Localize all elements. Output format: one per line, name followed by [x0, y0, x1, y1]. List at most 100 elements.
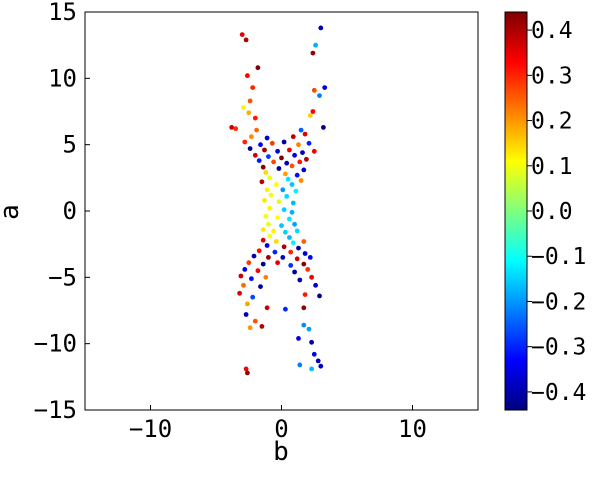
- data-point: [260, 237, 266, 243]
- data-point: [276, 166, 282, 171]
- data-point: [242, 139, 248, 145]
- colorbar-tick-label: −0.2: [531, 289, 586, 315]
- colorbar-ticks: 0.4 0.3 0.2 0.1 0.0 −0.1 −0.2 −0.3 −0.4: [527, 18, 586, 406]
- y-axis-ticks: −15 −10 −5 0 5 10 15: [34, 0, 90, 424]
- data-point: [307, 113, 313, 118]
- y-tick-label: −10: [34, 330, 77, 358]
- data-point: [315, 358, 321, 364]
- data-point: [262, 147, 267, 153]
- colorbar-tick-label: 0.3: [531, 63, 573, 89]
- data-point: [292, 269, 297, 275]
- data-point: [296, 142, 301, 148]
- plot-area-frame: [84, 11, 479, 411]
- data-point: [310, 109, 316, 114]
- data-point: [275, 215, 280, 221]
- data-point: [243, 366, 249, 372]
- data-point: [287, 235, 292, 240]
- data-point: [243, 37, 249, 43]
- data-point: [289, 182, 295, 187]
- data-point: [264, 135, 270, 141]
- data-point: [239, 32, 245, 37]
- data-point: [281, 244, 287, 250]
- data-point: [296, 336, 301, 341]
- data-point: [249, 276, 254, 282]
- data-point: [321, 125, 326, 130]
- data-point: [307, 255, 313, 260]
- data-point: [272, 249, 278, 255]
- data-point: [290, 134, 296, 140]
- data-point: [264, 243, 270, 248]
- data-point: [269, 140, 275, 146]
- x-tick-label: 10: [398, 415, 427, 443]
- data-point: [259, 179, 265, 185]
- data-point: [297, 159, 303, 165]
- data-point: [243, 312, 249, 317]
- data-point: [289, 209, 295, 215]
- data-point: [302, 251, 308, 256]
- data-point: [264, 187, 270, 193]
- data-point: [255, 65, 261, 71]
- data-point: [297, 362, 303, 368]
- data-point: [247, 98, 253, 104]
- data-point: [251, 253, 257, 259]
- data-point: [290, 240, 296, 246]
- data-point: [266, 255, 271, 260]
- data-point: [262, 198, 267, 203]
- data-point: [259, 324, 265, 329]
- data-point: [318, 25, 324, 31]
- data-point: [294, 172, 300, 178]
- data-point: [260, 261, 266, 267]
- data-point: [237, 290, 243, 296]
- data-point: [294, 228, 300, 234]
- data-point: [256, 248, 262, 254]
- data-point: [294, 256, 300, 262]
- data-point: [300, 150, 305, 156]
- data-point: [309, 339, 314, 345]
- data-point: [238, 273, 244, 279]
- data-point: [280, 255, 286, 260]
- data-point: [281, 207, 287, 213]
- data-point: [280, 187, 286, 193]
- data-point: [302, 292, 308, 297]
- data-point: [293, 188, 299, 194]
- data-point: [287, 147, 292, 153]
- data-point: [246, 110, 252, 116]
- data-point: [311, 148, 317, 154]
- data-point: [287, 216, 292, 222]
- data-point: [317, 293, 322, 299]
- data-points: [229, 25, 328, 376]
- data-point: [305, 267, 311, 272]
- data-point: [229, 125, 235, 130]
- data-point: [252, 115, 258, 121]
- data-point: [273, 182, 279, 187]
- colorbar: [504, 11, 528, 411]
- data-point: [266, 154, 271, 160]
- data-point: [301, 167, 307, 173]
- data-point: [252, 318, 258, 324]
- data-point: [252, 152, 258, 158]
- colorbar-tick-label: 0.0: [531, 199, 573, 225]
- data-point: [263, 170, 269, 175]
- data-point: [247, 146, 253, 152]
- y-tick-label: 0: [63, 197, 77, 225]
- data-point: [296, 245, 301, 251]
- data-point: [267, 233, 273, 239]
- data-point: [250, 294, 256, 300]
- data-point: [283, 171, 288, 177]
- y-axis-label: a: [0, 204, 25, 220]
- data-point: [285, 176, 291, 182]
- data-point: [258, 284, 263, 289]
- data-point: [301, 322, 307, 328]
- data-point: [304, 156, 309, 162]
- data-point: [290, 200, 296, 206]
- data-point: [292, 221, 297, 227]
- data-point: [263, 213, 269, 219]
- data-point: [301, 261, 307, 267]
- data-point: [283, 306, 288, 312]
- data-point: [245, 301, 250, 307]
- data-point: [318, 363, 324, 369]
- data-point: [279, 223, 284, 229]
- colorbar-tick-label: −0.1: [531, 244, 586, 270]
- y-tick-label: 10: [48, 64, 77, 92]
